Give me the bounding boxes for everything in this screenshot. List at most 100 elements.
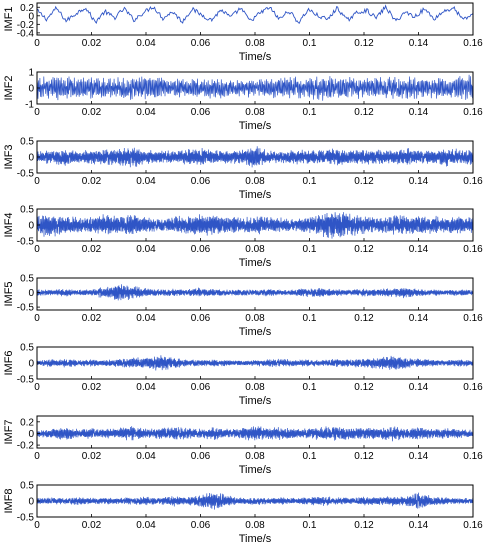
- x-tick-label: 0.16: [463, 38, 483, 49]
- y-tick-label: 0: [28, 288, 34, 299]
- x-tick-label: 0.06: [191, 382, 211, 393]
- y-tick-label: 0: [28, 221, 34, 232]
- y-tick-label: 0.5: [20, 274, 34, 285]
- x-tick-label: 0.04: [136, 520, 156, 531]
- y-axis-label: IMF3: [3, 144, 15, 169]
- x-tick-label: 0: [34, 38, 40, 49]
- axes-frame: [36, 2, 474, 36]
- signal-trace-imf4: [36, 212, 474, 239]
- x-tick-label: 0.06: [191, 520, 211, 531]
- x-tick-label: 0.16: [463, 520, 483, 531]
- panel-imf6: 0 0.02 0.04 0.06 0.08 0.1 0.12 0.14 0.160.50-0.5…: [3, 343, 483, 408]
- x-tick-label: 0.16: [463, 451, 483, 462]
- y-axis-label: IMF1: [3, 6, 15, 31]
- y-tick-label: 1: [28, 68, 34, 79]
- x-axis-label: Time/s: [239, 533, 272, 545]
- x-tick-label: 0.12: [354, 313, 374, 324]
- x-axis-label: Time/s: [239, 395, 272, 407]
- panel-imf1: 0 0.02 0.04 0.06 0.08 0.1 0.12 0.14 0.160.20-0.2…: [3, 2, 483, 63]
- y-tick-label: 0: [28, 11, 34, 22]
- y-tick-label: -0.2: [17, 20, 35, 31]
- x-tick-label: 0.1: [303, 520, 317, 531]
- x-tick-label: 0.02: [82, 520, 102, 531]
- y-tick-label: 0.5: [20, 343, 34, 354]
- y-axis-label: IMF5: [3, 281, 15, 306]
- x-axis-label: Time/s: [239, 464, 272, 476]
- x-tick-label: 0.02: [82, 107, 102, 118]
- x-tick-label: 0.02: [82, 244, 102, 255]
- x-tick-label: 0.16: [463, 176, 483, 187]
- x-tick-label: 0: [34, 107, 40, 118]
- x-tick-label: 0.08: [245, 520, 265, 531]
- x-axis-label: Time/s: [239, 257, 272, 269]
- y-tick-label: -0.5: [17, 169, 35, 180]
- panel-imf2: 0 0.02 0.04 0.06 0.08 0.1 0.12 0.14 0.1610-1IMF2…: [3, 68, 483, 133]
- x-tick-label: 0.12: [354, 38, 374, 49]
- x-tick-label: 0.1: [303, 38, 317, 49]
- x-tick-label: 0.04: [136, 38, 156, 49]
- x-tick-label: 0.12: [354, 107, 374, 118]
- x-tick-label: 0.1: [303, 176, 317, 187]
- x-tick-label: 0.02: [82, 313, 102, 324]
- x-tick-label: 0.06: [191, 107, 211, 118]
- x-tick-label: 0.16: [463, 382, 483, 393]
- signal-trace-imf5: [36, 284, 474, 301]
- y-tick-label: -0.5: [17, 237, 35, 248]
- y-axis-label: IMF7: [3, 419, 15, 444]
- y-tick-label: -0.4: [17, 28, 35, 39]
- x-tick-label: 0.1: [303, 107, 317, 118]
- y-tick-label: 0: [28, 153, 34, 164]
- panel-imf5: 0 0.02 0.04 0.06 0.08 0.1 0.12 0.14 0.160.50-0.5…: [3, 274, 483, 339]
- x-tick-label: 0.1: [303, 313, 317, 324]
- x-tick-label: 0.08: [245, 38, 265, 49]
- x-tick-label: 0.1: [303, 451, 317, 462]
- y-tick-label: -0.5: [17, 375, 35, 386]
- x-tick-label: 0.04: [136, 244, 156, 255]
- x-tick-label: 0: [34, 244, 40, 255]
- y-axis-label: IMF4: [3, 212, 15, 237]
- x-tick-label: 0: [34, 176, 40, 187]
- y-tick-label: 0.5: [20, 481, 34, 492]
- x-tick-label: 0: [34, 520, 40, 531]
- panel-imf8: 0 0.02 0.04 0.06 0.08 0.1 0.12 0.14 0.160.50-0.5…: [3, 481, 483, 546]
- panel-imf3: 0 0.02 0.04 0.06 0.08 0.1 0.12 0.14 0.160.50-0.5…: [3, 137, 483, 202]
- x-axis-label: Time/s: [239, 120, 272, 132]
- x-axis-label: Time/s: [239, 189, 272, 201]
- x-tick-label: 0: [34, 313, 40, 324]
- x-tick-label: 0: [34, 451, 40, 462]
- y-tick-label: 0.5: [20, 205, 34, 216]
- x-tick-label: 0.02: [82, 38, 102, 49]
- x-tick-label: 0.06: [191, 176, 211, 187]
- y-tick-label: -1: [25, 100, 34, 111]
- x-axis-label: Time/s: [239, 326, 272, 338]
- x-tick-label: 0.14: [409, 176, 429, 187]
- x-tick-label: 0.14: [409, 451, 429, 462]
- signal-trace-imf2: [36, 74, 474, 101]
- y-axis-label: IMF6: [3, 350, 15, 375]
- signal-trace-imf8: [36, 492, 474, 510]
- x-tick-label: 0.14: [409, 520, 429, 531]
- x-tick-label: 0.06: [191, 244, 211, 255]
- x-tick-label: 0.12: [354, 520, 374, 531]
- y-tick-label: -0.2: [17, 441, 35, 452]
- x-tick-label: 0.04: [136, 107, 156, 118]
- x-tick-label: 0.12: [354, 451, 374, 462]
- x-tick-label: 0.08: [245, 313, 265, 324]
- x-tick-label: 0.04: [136, 176, 156, 187]
- signal-trace-imf7: [36, 426, 474, 442]
- x-tick-label: 0.02: [82, 451, 102, 462]
- x-tick-label: 0: [34, 382, 40, 393]
- y-tick-label: 0: [28, 429, 34, 440]
- x-tick-label: 0.1: [303, 244, 317, 255]
- x-tick-label: 0.06: [191, 313, 211, 324]
- signal-trace-imf3: [36, 146, 474, 168]
- y-tick-label: 0: [28, 497, 34, 508]
- x-tick-label: 0.04: [136, 313, 156, 324]
- panel-imf4: 0 0.02 0.04 0.06 0.08 0.1 0.12 0.14 0.160.50-0.5…: [3, 205, 483, 270]
- x-tick-label: 0.14: [409, 244, 429, 255]
- x-tick-label: 0.14: [409, 313, 429, 324]
- x-tick-label: 0.08: [245, 382, 265, 393]
- signal-trace-imf6: [36, 355, 474, 371]
- x-axis-label: Time/s: [239, 51, 272, 63]
